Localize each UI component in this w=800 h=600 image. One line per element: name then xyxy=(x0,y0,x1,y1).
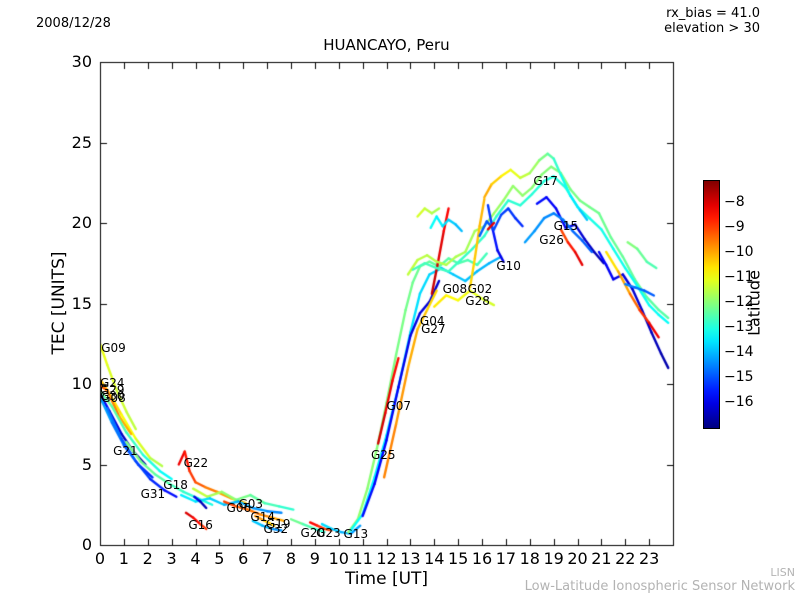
satellite-label: G07 xyxy=(386,399,412,414)
satellite-label: G14 xyxy=(250,510,275,525)
x-tick-label: 14 xyxy=(424,549,445,568)
x-tick-label: 23 xyxy=(638,549,660,568)
x-tick-label: 19 xyxy=(543,549,564,568)
satellite-label: G24 xyxy=(100,375,125,390)
colorbar-tick-label: −10 xyxy=(724,243,754,260)
colorbar-tick-label: −15 xyxy=(724,369,754,386)
x-tick-label: 1 xyxy=(118,549,129,568)
x-axis-title: Time [UT] xyxy=(344,569,429,589)
satellite-label: G22 xyxy=(183,456,209,471)
satellite-label: G16 xyxy=(188,518,213,533)
y-tick-label: 0 xyxy=(81,535,92,554)
satellite-label: G03 xyxy=(238,497,264,512)
colorbar xyxy=(703,180,720,429)
satellite-label: G18 xyxy=(163,477,188,492)
date-label: 2008/12/28 xyxy=(36,16,111,31)
lisn-network-name: Low-Latitude Ionospheric Sensor Network xyxy=(524,579,795,594)
satellite-label: G28 xyxy=(465,294,490,309)
satellite-label: G27 xyxy=(421,321,446,336)
plot-title: HUANCAYO, Peru xyxy=(323,36,450,54)
x-tick-label: 7 xyxy=(262,549,273,568)
satellite-label: G08 xyxy=(442,281,468,296)
y-tick-label: 5 xyxy=(81,454,92,474)
rx-bias-label: rx_bias = 41.0 xyxy=(666,6,760,21)
colorbar-tick-label: −8 xyxy=(724,193,745,210)
satellite-label: G19 xyxy=(265,516,291,531)
x-tick-label: 0 xyxy=(94,549,106,568)
satellite-label: G31 xyxy=(140,486,166,501)
y-tick-label: 25 xyxy=(71,132,92,152)
x-tick-label: 6 xyxy=(238,549,249,568)
satellite-label: G02 xyxy=(467,281,493,296)
colorbar-tick-label: −16 xyxy=(724,394,754,411)
satellite-label: G26 xyxy=(539,233,564,248)
x-tick-label: 5 xyxy=(214,549,225,568)
y-tick-label: 15 xyxy=(71,293,92,313)
satellite-label: G21 xyxy=(113,444,138,459)
x-tick-label: 20 xyxy=(567,549,588,568)
satellite-label: G30 xyxy=(100,389,125,404)
satellite-label: G10 xyxy=(496,259,521,274)
satellite-label: G20 xyxy=(300,525,326,540)
satellite-label: G17 xyxy=(533,173,558,188)
x-tick-label: 17 xyxy=(495,549,517,568)
satellite-label: G25 xyxy=(370,448,396,463)
receiver-info: rx_bias = 41.0 elevation > 30 xyxy=(664,6,760,36)
y-tick-label: 30 xyxy=(71,52,92,71)
satellite-label: G08 xyxy=(101,391,126,406)
x-tick-label: 15 xyxy=(447,549,469,568)
x-tick-label: 13 xyxy=(400,549,421,568)
x-tick-label: 18 xyxy=(519,549,540,568)
x-tick-label: 3 xyxy=(166,549,177,568)
y-tick-label: 10 xyxy=(71,374,92,393)
satellite-label: G29 xyxy=(100,383,125,397)
satellite-label: G09 xyxy=(101,341,126,356)
elevation-label: elevation > 30 xyxy=(664,21,760,36)
colorbar-tick-label: −9 xyxy=(724,218,745,235)
x-tick-label: 16 xyxy=(471,549,493,568)
colorbar-tick-label: −12 xyxy=(724,293,754,310)
x-tick-label: 4 xyxy=(190,549,201,568)
x-tick-label: 8 xyxy=(285,549,297,568)
satellite-label: G15 xyxy=(553,218,579,233)
lisn-watermark: LISN Low-Latitude Ionospheric Sensor Net… xyxy=(525,566,795,594)
y-tick-label: 20 xyxy=(71,213,92,232)
x-tick-label: 22 xyxy=(615,549,636,568)
x-tick-label: 11 xyxy=(352,549,373,568)
satellite-label: G32 xyxy=(263,521,289,536)
satellite-label: G04 xyxy=(419,313,445,328)
lisn-acronym: LISN xyxy=(770,566,795,579)
satellite-label: G06 xyxy=(226,500,252,515)
colorbar-tick-label: −13 xyxy=(724,318,754,335)
colorbar-tick-label: −11 xyxy=(724,268,754,285)
colorbar-tick-label: −14 xyxy=(724,344,754,361)
x-tick-label: 21 xyxy=(591,549,612,568)
x-tick-label: 12 xyxy=(376,549,397,568)
x-tick-label: 10 xyxy=(328,549,349,568)
satellite-label: G13 xyxy=(343,526,369,541)
x-tick-label: 9 xyxy=(309,549,320,568)
x-tick-label: 2 xyxy=(142,549,153,568)
satellite-label: G23 xyxy=(316,525,341,540)
